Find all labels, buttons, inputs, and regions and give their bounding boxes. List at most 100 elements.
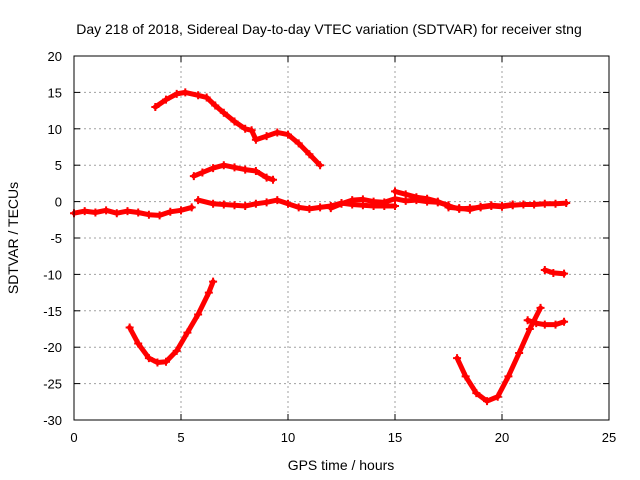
x-tick-label: 15 bbox=[388, 430, 402, 445]
data-point bbox=[540, 199, 549, 208]
chart-title: Day 218 of 2018, Sidereal Day-to-day VTE… bbox=[76, 21, 582, 37]
data-point bbox=[465, 205, 474, 214]
data-point bbox=[219, 161, 228, 170]
data-point bbox=[294, 203, 303, 212]
data-point bbox=[172, 346, 181, 355]
data-point bbox=[209, 199, 218, 208]
y-tick-label: -10 bbox=[43, 267, 62, 282]
data-point bbox=[549, 268, 558, 277]
data-point bbox=[241, 124, 250, 133]
data-point bbox=[348, 196, 357, 205]
data-point bbox=[391, 187, 399, 196]
data-point bbox=[316, 203, 325, 212]
x-tick-label: 25 bbox=[602, 430, 616, 445]
y-tick-label: -30 bbox=[43, 413, 62, 428]
data-point bbox=[247, 126, 256, 135]
data-point bbox=[230, 163, 239, 172]
grid-lines bbox=[74, 56, 609, 420]
data-point bbox=[523, 316, 532, 325]
data-point bbox=[284, 130, 292, 139]
x-axis-label: GPS time / hours bbox=[288, 457, 395, 473]
data-point bbox=[525, 325, 534, 333]
data-point bbox=[183, 328, 192, 337]
data-point bbox=[453, 354, 462, 363]
data-point bbox=[251, 135, 260, 144]
data-point bbox=[380, 198, 389, 207]
data-point bbox=[326, 204, 335, 213]
data-point bbox=[472, 389, 481, 398]
data-point bbox=[508, 200, 517, 209]
data-point bbox=[305, 150, 314, 159]
data-point bbox=[241, 165, 250, 174]
data-point bbox=[262, 132, 271, 141]
data-point bbox=[358, 195, 367, 204]
data-point bbox=[391, 201, 399, 210]
y-tick-label: 20 bbox=[48, 49, 62, 64]
data-point bbox=[194, 310, 203, 319]
data-point bbox=[102, 206, 111, 215]
data-point bbox=[401, 190, 410, 199]
data-point bbox=[560, 317, 569, 326]
data-point bbox=[144, 354, 153, 363]
data-point bbox=[262, 173, 271, 182]
data-point bbox=[519, 200, 528, 209]
data-point bbox=[251, 167, 260, 176]
data-point bbox=[493, 392, 502, 401]
data-point bbox=[515, 349, 524, 358]
series-track-8 bbox=[127, 279, 216, 365]
y-tick-label: 10 bbox=[48, 122, 62, 137]
data-point bbox=[144, 210, 153, 219]
data-point bbox=[172, 89, 181, 98]
data-point bbox=[80, 207, 89, 216]
data-point bbox=[123, 207, 132, 216]
data-point bbox=[412, 193, 421, 202]
x-tick-label: 20 bbox=[495, 430, 509, 445]
data-point bbox=[209, 277, 218, 286]
data-point bbox=[483, 397, 492, 406]
data-point bbox=[294, 139, 303, 148]
data-point bbox=[433, 197, 442, 206]
data-point bbox=[125, 323, 134, 332]
data-point bbox=[316, 161, 325, 170]
data-point bbox=[487, 201, 496, 210]
data-point bbox=[166, 207, 175, 216]
data-point bbox=[162, 95, 171, 104]
plot-frame bbox=[73, 55, 610, 421]
x-tick-label: 5 bbox=[177, 430, 184, 445]
data-point bbox=[134, 339, 143, 348]
x-tick-label: 10 bbox=[281, 430, 295, 445]
y-tick-label: -20 bbox=[43, 340, 62, 355]
data-point bbox=[540, 320, 549, 329]
data-point bbox=[155, 211, 164, 220]
y-tick-label: -15 bbox=[43, 304, 62, 319]
data-point bbox=[273, 196, 282, 205]
data-point bbox=[551, 320, 560, 329]
data-point bbox=[369, 197, 378, 206]
axis-ticks: 0 5 10 15 20 25 -30 -25 -20 -15 -10 -5 0 5 10 15 20 bbox=[43, 49, 616, 445]
data-point bbox=[181, 88, 190, 97]
data-point bbox=[540, 266, 549, 275]
data-point bbox=[112, 209, 121, 218]
y-tick-label: -5 bbox=[50, 231, 62, 246]
data-point bbox=[337, 199, 346, 208]
data-point bbox=[262, 198, 271, 207]
data-point bbox=[551, 199, 560, 208]
y-tick-label: 15 bbox=[48, 85, 62, 100]
data-point bbox=[461, 372, 470, 381]
data-point bbox=[251, 199, 260, 208]
y-axis-label: SDTVAR / TECUs bbox=[5, 182, 21, 294]
y-tick-label: -25 bbox=[43, 377, 62, 392]
data-point bbox=[560, 269, 569, 278]
data-point bbox=[532, 319, 541, 328]
data-point bbox=[198, 168, 207, 177]
data-point bbox=[194, 91, 203, 100]
y-tick-label: 0 bbox=[55, 195, 62, 210]
data-point bbox=[504, 372, 513, 381]
data-point bbox=[177, 206, 185, 215]
data-point bbox=[204, 288, 213, 297]
data-point bbox=[134, 208, 143, 217]
data-point bbox=[153, 358, 162, 367]
data-point bbox=[230, 117, 239, 126]
data-point bbox=[219, 200, 228, 209]
